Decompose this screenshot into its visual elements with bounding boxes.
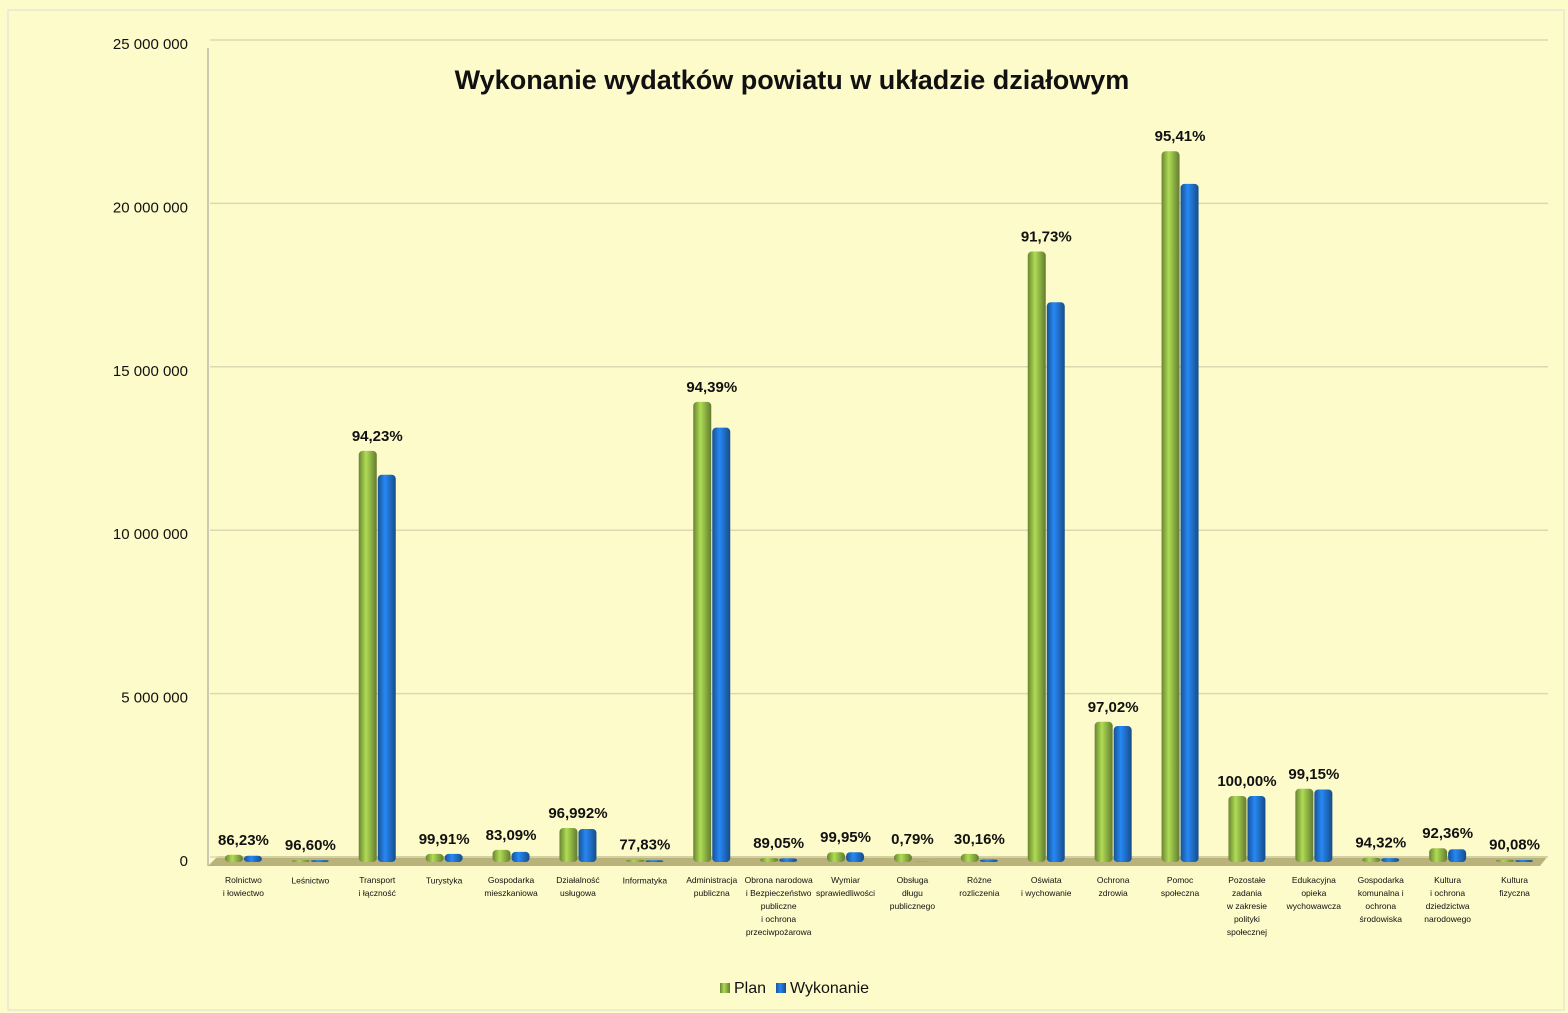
bar <box>1161 151 1180 862</box>
data-label: 94,23% <box>352 428 403 445</box>
x-tick-label: Pozostałe zadania w zakresie polityki społec… <box>1226 875 1267 937</box>
data-label: 83,09% <box>486 827 537 844</box>
x-tick-label: Ochrona zdrowia <box>1097 875 1130 898</box>
bar <box>243 855 262 862</box>
data-label: 90,08% <box>1489 837 1540 854</box>
x-tick-label: Kultura i ochrona dziedzictwa narodowego <box>1424 875 1471 924</box>
x-tick-label: Edukacyjna opieka wychowawcza <box>1286 875 1342 911</box>
y-tick-label: 20 000 000 <box>113 199 188 216</box>
bar <box>645 860 664 862</box>
y-tick-label: 10 000 000 <box>113 526 188 543</box>
bar <box>1314 789 1333 862</box>
bar <box>1515 859 1534 862</box>
bar <box>492 849 511 862</box>
data-label: 89,05% <box>753 835 804 852</box>
bar <box>1429 848 1448 862</box>
bar <box>1113 726 1132 862</box>
data-label: 0,79% <box>891 831 934 848</box>
bar <box>511 851 530 862</box>
x-tick-label: Administracja publiczna <box>686 875 737 898</box>
legend-label: Plan <box>734 980 766 997</box>
bar <box>1496 859 1515 862</box>
bar <box>578 828 597 862</box>
data-label: 95,41% <box>1155 128 1206 145</box>
bar <box>444 853 463 862</box>
bar <box>979 859 998 862</box>
x-tick-label: Informatyka <box>623 875 668 885</box>
data-label: 30,16% <box>954 831 1005 848</box>
x-tick-label: Leśnictwo <box>291 875 329 885</box>
y-tick-label: 0 <box>180 853 188 870</box>
x-tick-label: Oświata i wychowanie <box>1021 875 1072 898</box>
data-label: 99,95% <box>820 829 871 846</box>
bar <box>1046 302 1065 862</box>
bar <box>693 401 712 862</box>
data-label: 92,36% <box>1422 825 1473 842</box>
x-tick-label: Różne rozliczenia <box>959 875 999 898</box>
data-label: 86,23% <box>218 832 269 849</box>
data-label: 99,91% <box>419 831 470 848</box>
bar <box>760 858 779 862</box>
x-tick-label: Pomoc społeczna <box>1161 875 1200 898</box>
bar <box>1027 251 1046 862</box>
y-tick-label: 5 000 000 <box>121 690 188 707</box>
bar <box>827 852 846 862</box>
bar <box>559 828 578 862</box>
x-tick-label: Transport i łączność <box>359 875 397 898</box>
bar <box>960 853 979 862</box>
floor <box>208 856 1548 866</box>
bar <box>712 427 731 862</box>
bar <box>626 859 645 862</box>
bar <box>1381 858 1400 862</box>
data-label: 99,15% <box>1288 766 1339 783</box>
data-label: 96,992% <box>548 805 607 822</box>
bar <box>291 860 310 862</box>
legend-swatch <box>776 983 787 993</box>
x-tick-label: Działalność usługowa <box>556 875 600 898</box>
x-tick-label: Obrona narodowa i Bezpieczeństwo publiczne… <box>745 875 813 937</box>
data-label: 91,73% <box>1021 229 1072 246</box>
bar <box>1295 788 1314 862</box>
bar <box>779 858 798 862</box>
bar <box>1228 795 1247 862</box>
x-tick-label: Turystyka <box>426 875 463 885</box>
data-label: 97,02% <box>1088 699 1139 716</box>
bar <box>310 860 329 862</box>
bar <box>358 450 377 862</box>
bar <box>1180 183 1199 862</box>
data-label: 94,39% <box>686 379 737 396</box>
x-tick-label: Gospodarka komunalna i ochrona środowiska <box>1358 875 1405 924</box>
bar <box>1094 721 1113 862</box>
x-tick-label: Rolnictwo i łowiectwo <box>223 875 264 898</box>
chart-title: Wykonanie wydatków powiatu w układzie dz… <box>455 65 1130 95</box>
y-tick-label: 15 000 000 <box>113 363 188 380</box>
data-label: 77,83% <box>619 837 670 854</box>
x-tick-label: Wymiar sprawiedliwości <box>816 875 875 898</box>
bar <box>893 853 912 862</box>
data-label: 100,00% <box>1217 773 1276 790</box>
legend-label: Wykonanie <box>790 980 869 997</box>
bar <box>1362 857 1381 862</box>
bar <box>377 474 396 862</box>
data-label: 96,60% <box>285 837 336 854</box>
bar <box>425 853 444 862</box>
y-tick-label: 25 000 000 <box>113 36 188 53</box>
bar <box>1247 795 1266 862</box>
bar <box>224 854 243 862</box>
bar <box>846 852 865 862</box>
legend-swatch <box>720 983 730 993</box>
data-label: 94,32% <box>1355 835 1406 852</box>
x-tick-label: Obsługa długu publicznego <box>890 875 936 911</box>
x-tick-label: Gospodarka mieszkaniowa <box>484 875 538 898</box>
x-tick-label: Kultura fizyczna <box>1499 875 1530 898</box>
bar <box>1448 849 1467 862</box>
